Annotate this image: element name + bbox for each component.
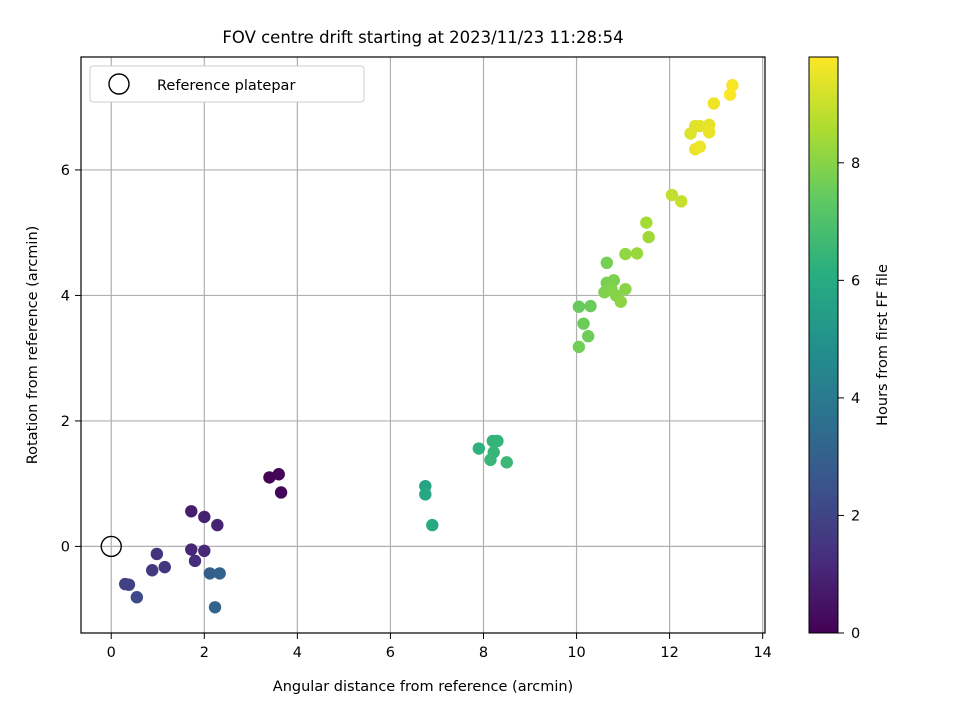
x-tick-label: 8 xyxy=(479,645,488,661)
scatter-point xyxy=(665,188,679,202)
scatter-point xyxy=(577,317,590,330)
x-axis-ticks: 0 2 4 6 8 10 12 14 xyxy=(107,633,772,661)
x-tick-label: 2 xyxy=(200,645,209,661)
y-tick-label: 0 xyxy=(61,539,70,555)
colorbar-tick-label: 8 xyxy=(851,156,860,172)
y-tick-label: 2 xyxy=(61,414,70,430)
scatter-point xyxy=(272,468,285,481)
scatter-point xyxy=(145,564,159,577)
scatter-point xyxy=(203,567,217,580)
chart-title: FOV centre drift starting at 2023/11/23 … xyxy=(222,28,623,47)
scatter-point xyxy=(263,471,276,484)
scatter-point xyxy=(584,299,597,313)
scatter-point xyxy=(472,442,486,455)
y-axis-label: Rotation from reference (arcmin) xyxy=(25,226,41,465)
scatter-point xyxy=(630,247,644,260)
scatter-point xyxy=(419,488,432,501)
scatter-point xyxy=(213,567,226,580)
legend-reference-marker xyxy=(108,73,130,95)
scatter-point xyxy=(426,518,439,532)
scatter-point xyxy=(198,510,211,524)
scatter-point xyxy=(726,79,739,92)
grid-lines xyxy=(81,57,765,633)
y-tick-label: 4 xyxy=(61,288,70,304)
scatter-point xyxy=(484,453,497,467)
x-tick-label: 0 xyxy=(107,645,116,661)
scatter-point xyxy=(185,543,198,556)
colorbar-ticks: 0 2 4 6 8 xyxy=(838,156,860,642)
scatter-point xyxy=(723,88,737,101)
colorbar: 0 2 4 6 8 Hours from first FF file xyxy=(808,56,891,642)
scatter-point xyxy=(150,547,164,561)
scatter-point xyxy=(572,340,586,354)
x-tick-label: 4 xyxy=(293,645,302,661)
legend-box xyxy=(89,65,365,103)
scatter-point xyxy=(702,126,716,139)
scatter-point xyxy=(675,195,688,208)
scatter-point xyxy=(158,560,171,574)
y-tick-label: 6 xyxy=(61,163,70,179)
colorbar-label: Hours from first FF file xyxy=(875,264,891,426)
scatter-point xyxy=(500,456,513,469)
scatter-point xyxy=(211,518,224,532)
scatter-point xyxy=(693,140,707,153)
scatter-point xyxy=(600,256,613,270)
colorbar-tick-label: 2 xyxy=(851,508,860,524)
plot-frame xyxy=(80,56,766,634)
scatter-point xyxy=(619,282,632,296)
scatter-point xyxy=(130,591,144,604)
scatter-point xyxy=(188,554,202,568)
scatter-point xyxy=(185,505,198,518)
scatter-point xyxy=(619,247,632,261)
scatter-point xyxy=(693,119,707,133)
colorbar-tick-label: 6 xyxy=(851,273,860,289)
scatter-point xyxy=(122,578,136,591)
scatter-point xyxy=(572,300,586,313)
scatter-point xyxy=(198,544,211,558)
colorbar-gradient xyxy=(808,56,839,634)
scatter-point xyxy=(491,434,504,448)
scatter-point xyxy=(640,216,653,229)
x-tick-label: 10 xyxy=(567,645,585,661)
legend: Reference platepar xyxy=(89,65,365,103)
scatter-point xyxy=(274,486,288,499)
x-axis-label: Angular distance from reference (arcmin) xyxy=(273,679,573,695)
scatter-point xyxy=(642,230,655,244)
scatter-point xyxy=(208,601,222,614)
colorbar-tick-label: 0 xyxy=(851,626,860,642)
reference-platepar-marker xyxy=(100,535,122,558)
colorbar-tick-label: 4 xyxy=(851,391,860,407)
scatter-point xyxy=(581,330,595,343)
y-axis-ticks: 0 2 4 6 xyxy=(61,163,81,555)
scatter-point xyxy=(614,295,627,308)
x-tick-label: 12 xyxy=(660,645,678,661)
legend-reference-label: Reference platepar xyxy=(157,78,295,94)
data-points xyxy=(119,79,739,614)
x-tick-label: 6 xyxy=(386,645,395,661)
x-tick-label: 14 xyxy=(753,645,771,661)
scatter-point xyxy=(707,97,721,110)
